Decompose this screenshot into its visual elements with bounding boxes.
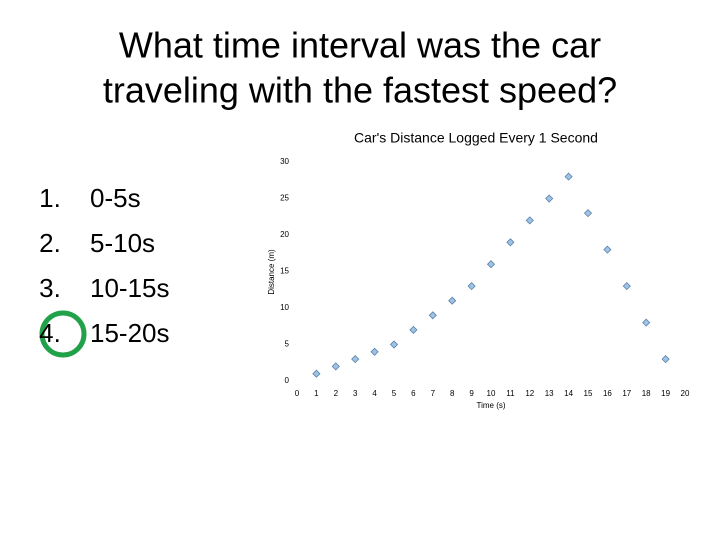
x-tick-label: 14	[564, 389, 573, 398]
x-tick-label: 5	[392, 389, 397, 398]
x-tick-label: 0	[295, 389, 300, 398]
list-number: 2.	[39, 228, 61, 258]
x-tick-label: 12	[525, 389, 534, 398]
data-point	[525, 216, 534, 225]
data-point	[486, 260, 496, 269]
x-tick-label: 9	[469, 389, 474, 398]
data-point	[409, 325, 418, 334]
y-tick-label: 15	[280, 267, 289, 276]
y-tick-label: 20	[280, 230, 289, 239]
x-tick-label: 18	[642, 389, 651, 398]
answer-circle	[39, 310, 87, 358]
y-tick-label: 10	[280, 303, 289, 312]
data-point	[545, 194, 554, 203]
slide-title: What time interval was the car	[119, 25, 601, 66]
x-tick-label: 11	[506, 389, 515, 398]
x-tick-label: 2	[334, 389, 339, 398]
x-tick-label: 15	[584, 389, 593, 398]
list-item: 5-10s	[90, 228, 155, 258]
data-point	[506, 238, 515, 247]
y-axis-label: Distance (m)	[267, 249, 276, 295]
list-number: 3.	[39, 273, 61, 303]
data-point	[428, 311, 437, 320]
x-tick-label: 6	[411, 389, 416, 398]
x-tick-label: 10	[487, 389, 496, 398]
data-point	[448, 296, 457, 305]
x-tick-label: 4	[372, 389, 377, 398]
slide-title: traveling with the fastest speed?	[103, 70, 617, 111]
data-point	[467, 282, 476, 291]
list-item: 0-5s	[90, 183, 141, 213]
x-tick-label: 16	[603, 389, 612, 398]
data-point	[642, 318, 651, 327]
list-item: 15-20s	[90, 318, 170, 348]
data-point	[351, 355, 360, 364]
x-tick-label: 13	[545, 389, 554, 398]
chart-title: Car's Distance Logged Every 1 Second	[354, 130, 598, 146]
data-point	[622, 282, 631, 291]
x-tick-label: 1	[314, 389, 319, 398]
x-tick-label: 3	[353, 389, 358, 398]
y-tick-label: 30	[280, 157, 289, 166]
y-tick-label: 25	[280, 194, 289, 203]
list-number: 4.	[39, 318, 61, 348]
data-point	[661, 355, 670, 364]
data-point	[583, 209, 593, 218]
data-point	[331, 362, 340, 371]
y-tick-label: 0	[285, 376, 290, 385]
data-point	[312, 369, 321, 378]
data-point	[564, 172, 573, 181]
y-tick-label: 5	[285, 340, 290, 349]
data-point	[389, 340, 399, 349]
x-tick-label: 7	[431, 389, 436, 398]
x-tick-label: 20	[681, 389, 690, 398]
x-tick-label: 8	[450, 389, 455, 398]
x-tick-label: 19	[661, 389, 670, 398]
data-point	[603, 245, 612, 254]
data-point	[370, 347, 379, 356]
list-number: 1.	[39, 183, 61, 213]
x-axis-label: Time (s)	[476, 401, 505, 410]
list-item: 10-15s	[90, 273, 170, 303]
x-tick-label: 17	[622, 389, 631, 398]
